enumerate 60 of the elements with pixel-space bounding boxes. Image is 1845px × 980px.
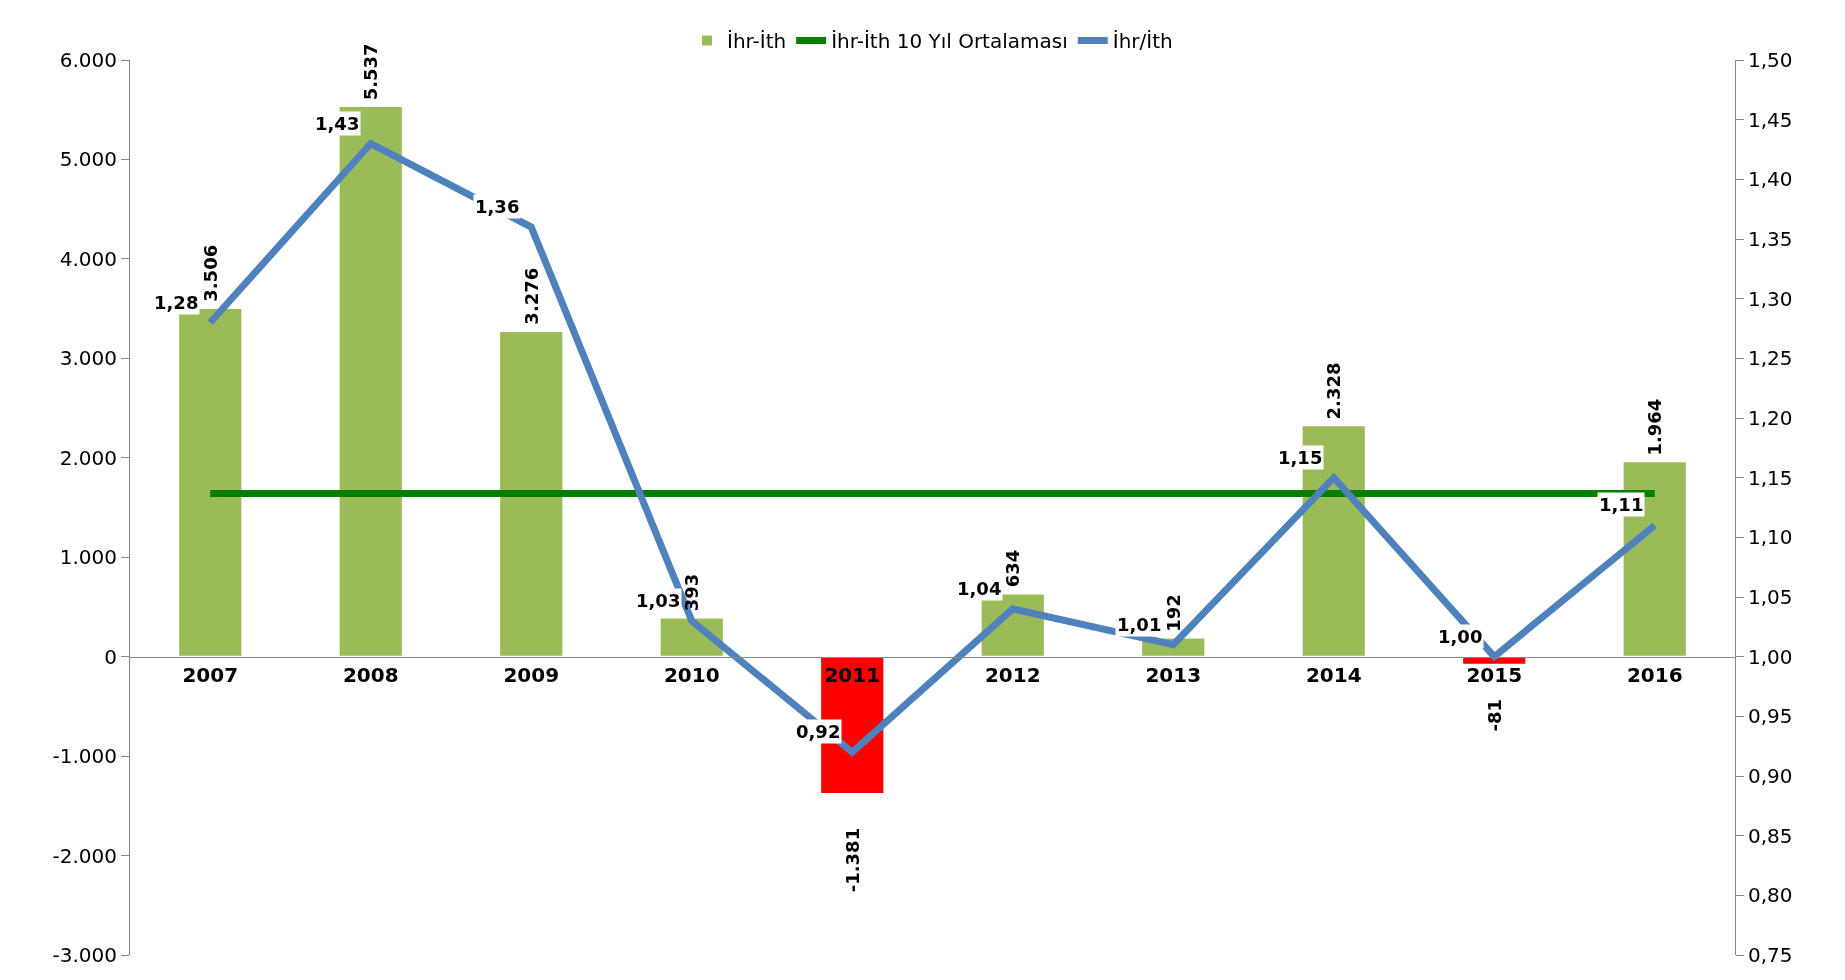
y2-tick-label: 1,35 bbox=[1748, 227, 1793, 251]
legend-label: İhr/İth bbox=[1112, 29, 1173, 54]
data-label: 1.964 bbox=[1643, 398, 1665, 456]
data-label: 0,92 bbox=[796, 721, 841, 742]
y-tick-label: 2.000 bbox=[59, 445, 117, 470]
data-label: 1,15 bbox=[1278, 447, 1323, 468]
data-label: 1,01 bbox=[1117, 614, 1162, 635]
data-label: 1,03 bbox=[636, 590, 681, 611]
y2-tick-label: 1,45 bbox=[1748, 107, 1793, 132]
y-tick-label: -3.000 bbox=[52, 943, 117, 967]
y-tick-label: -2.000 bbox=[52, 843, 117, 868]
y2-tick-label: 1,20 bbox=[1748, 406, 1793, 430]
x-tick-label: 2014 bbox=[1305, 662, 1362, 687]
x-tick-label: 2012 bbox=[984, 662, 1041, 687]
data-label: 1,00 bbox=[1438, 626, 1483, 647]
data-label: 3.506 bbox=[199, 244, 221, 302]
legend-label: İhr-İth 10 Yıl Ortalaması bbox=[831, 29, 1068, 54]
data-label: -81 bbox=[1484, 698, 1506, 732]
y2-tick-label: 1,15 bbox=[1748, 465, 1793, 490]
x-tick-label: 2008 bbox=[342, 662, 399, 687]
y-tick-label: 6.000 bbox=[59, 48, 117, 72]
y-tick-label: -1.000 bbox=[52, 744, 117, 769]
y2-tick-label: 1,30 bbox=[1748, 286, 1793, 311]
y2-tick-label: 1,10 bbox=[1748, 525, 1793, 550]
bar bbox=[498, 329, 565, 658]
y-tick-label: 0 bbox=[104, 644, 117, 669]
y2-tick-label: 0,85 bbox=[1748, 823, 1793, 848]
y-tick-label: 3.000 bbox=[59, 346, 117, 371]
data-label: -1.381 bbox=[842, 827, 864, 893]
y2-tick-label: 0,75 bbox=[1748, 943, 1793, 967]
legend-label: İhr-İth bbox=[727, 29, 787, 54]
y2-tick-label: 0,90 bbox=[1748, 764, 1793, 788]
data-label: 192 bbox=[1162, 594, 1184, 632]
y2-tick-label: 1,50 bbox=[1748, 48, 1793, 72]
data-label: 2.328 bbox=[1323, 362, 1345, 420]
y2-tick-label: 1,05 bbox=[1748, 585, 1793, 609]
y-tick-label: 5.000 bbox=[59, 147, 117, 172]
y2-tick-label: 1,25 bbox=[1748, 346, 1793, 371]
y2-tick-label: 0,95 bbox=[1748, 704, 1793, 729]
data-label: 1,11 bbox=[1599, 494, 1644, 515]
x-tick-label: 2010 bbox=[663, 662, 720, 687]
x-tick-label: 2007 bbox=[182, 662, 239, 687]
data-label: 1,28 bbox=[154, 292, 199, 313]
data-label: 634 bbox=[1002, 549, 1024, 588]
x-tick-label: 2009 bbox=[503, 662, 560, 687]
x-tick-label: 2011 bbox=[824, 662, 881, 687]
data-label: 1,04 bbox=[957, 578, 1002, 599]
y2-tick-label: 1,00 bbox=[1748, 644, 1793, 669]
y-tick-label: 1.000 bbox=[59, 545, 117, 570]
data-label: 1,36 bbox=[475, 196, 520, 217]
data-label: 1,43 bbox=[315, 113, 360, 134]
data-label: 393 bbox=[681, 573, 703, 612]
y2-tick-label: 1,40 bbox=[1748, 167, 1793, 192]
x-tick-label: 2015 bbox=[1466, 662, 1523, 687]
y-tick-label: 4.000 bbox=[59, 246, 117, 271]
x-tick-label: 2016 bbox=[1626, 662, 1683, 687]
y2-tick-label: 0,80 bbox=[1748, 883, 1793, 908]
data-label: 5.537 bbox=[360, 43, 382, 101]
x-tick-label: 2013 bbox=[1145, 662, 1202, 687]
data-label: 3.276 bbox=[520, 267, 542, 325]
